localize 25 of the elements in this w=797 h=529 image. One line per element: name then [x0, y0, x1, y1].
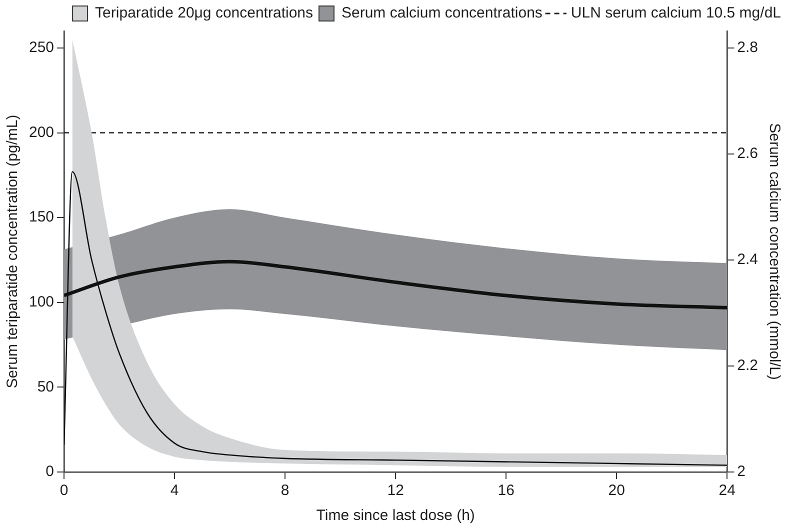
y-tick-label: 50 [37, 378, 54, 396]
legend-label: ULN serum calcium 10.5 mg/dL [570, 4, 782, 22]
y-tick-label: 200 [28, 124, 54, 141]
y2-tick-label: 2.6 [737, 145, 758, 162]
y2-tick-label: 2.2 [737, 357, 758, 374]
x-tick-label: 12 [387, 482, 404, 500]
y2-tick-label: 2.4 [737, 251, 758, 268]
x-tick-label: 4 [170, 482, 179, 500]
y-tick-label: 100 [28, 294, 54, 311]
y2-tick-label: 2 [737, 463, 746, 480]
x-tick-label: 24 [718, 482, 736, 500]
y-axis-title: Serum teriparatide concentration (pg/mL) [4, 114, 22, 388]
legend-label: Teriparatide 20μg concentrations [95, 4, 314, 22]
line-series [64, 171, 728, 466]
legend-label: Serum calcium concentrations [342, 4, 542, 22]
y-tick-label: 150 [28, 208, 54, 226]
x-axis-title: Time since last dose (h) [316, 507, 475, 524]
x-tick-label: 0 [60, 482, 68, 500]
x-tick-label: 20 [608, 482, 625, 500]
x-tick-label: 8 [280, 482, 290, 500]
y-tick-label: 0 [46, 463, 54, 480]
y2-axis-title: Serum calcium concentration (mmol/L) [766, 123, 783, 380]
y-tick-label: 250 [28, 39, 54, 56]
y2-tick-label: 2.8 [737, 39, 758, 56]
x-tick-label: 16 [498, 482, 514, 500]
